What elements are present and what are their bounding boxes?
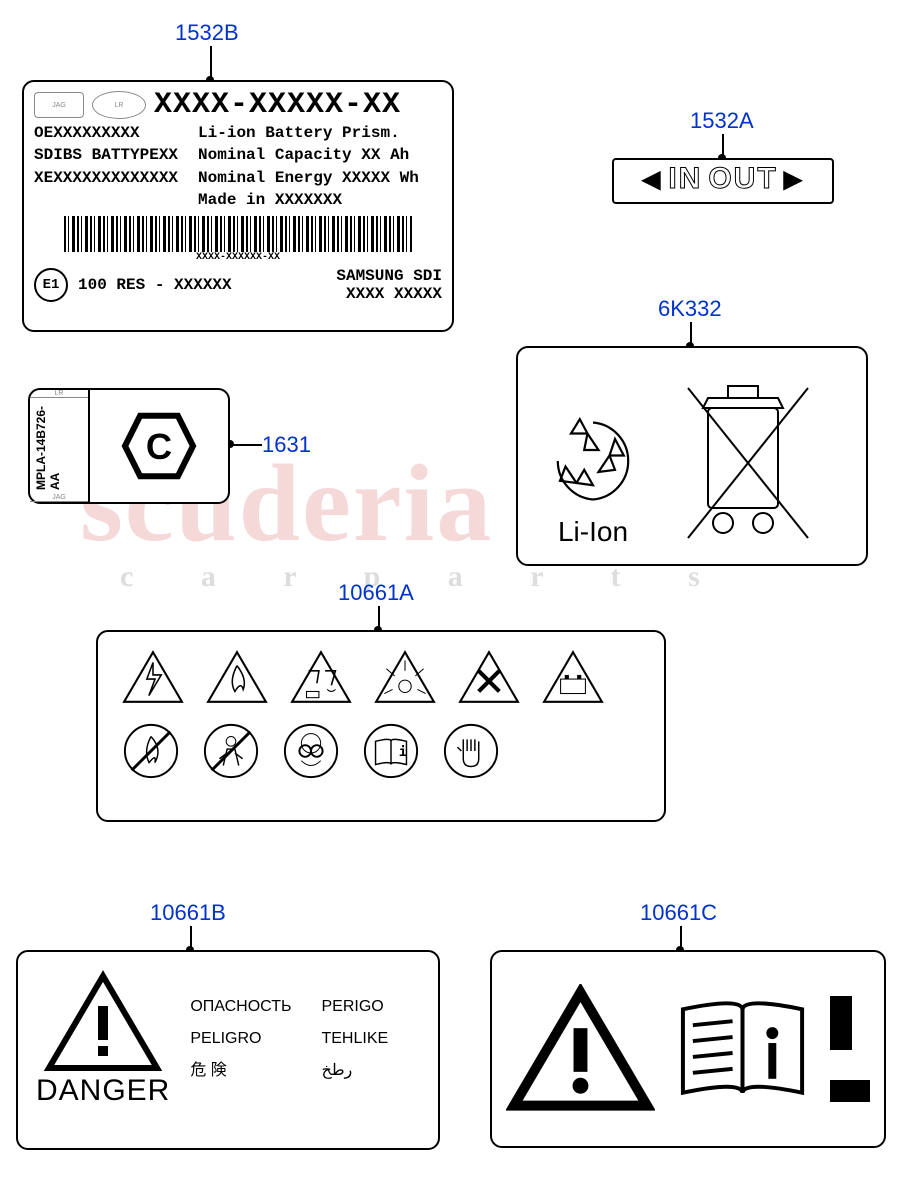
callout-1631: 1631 [262, 432, 311, 458]
callout-10661b: 10661B [150, 900, 226, 926]
jaguar-logo-icon: JAG [34, 92, 84, 118]
hexagon-c-icon: C [120, 412, 198, 480]
gloves-icon [442, 722, 500, 780]
batt-right-line: Li-ion Battery Prism. [198, 122, 419, 144]
batt-right-line: Nominal Capacity XX Ah [198, 144, 419, 166]
svg-text:C: C [146, 426, 172, 467]
batt-left-line: OEXXXXXXXXX [34, 122, 178, 144]
batt-right-line: Nominal Energy XXXXX Wh [198, 167, 419, 189]
svg-text:i: i [399, 744, 407, 760]
c-label-partnum: MPLA-14B726-AA [30, 398, 88, 494]
danger-lang: 危 険 [190, 1055, 291, 1087]
part-number-top: XXXX-XXXXX-XX [154, 88, 401, 122]
callout-1532a: 1532A [690, 108, 754, 134]
recycle-label: Li-Ion [516, 346, 868, 566]
in-out-label: ◀ IN OUT ▶ [612, 158, 834, 204]
hazard-label: i [96, 630, 666, 822]
barcode-text: XXXX-XXXXXX-XX [24, 252, 452, 263]
batt-bottom-right1: SAMSUNG SDI [336, 267, 442, 285]
arrow-right-icon: ▶ [784, 165, 804, 194]
recycle-icon [538, 406, 648, 516]
out-text: OUT [708, 162, 777, 196]
batt-bottom-right2: XXXX XXXXX [336, 285, 442, 303]
danger-title: DANGER [36, 1074, 170, 1108]
danger-label: DANGER ОПАСНОСТЬ PERIGO PELIGRO TEHLIKE … [16, 950, 440, 1150]
warning-triangle-icon [506, 984, 655, 1114]
shock-icon [122, 650, 184, 704]
black-bar-icon [830, 1080, 870, 1102]
liion-text: Li-Ion [558, 516, 628, 548]
fire-icon [206, 650, 268, 704]
e-mark-icon: E1 [34, 268, 68, 302]
danger-lang: ОПАСНОСТЬ [190, 991, 291, 1023]
c-label: LR MPLA-14B726-AA JAG C [28, 388, 230, 504]
barcode-icon [64, 216, 412, 252]
batt-left-line: SDIBS BATTYPEXX [34, 144, 178, 166]
corrosive-icon [290, 650, 352, 704]
manual-icon: i [362, 722, 420, 780]
callout-line [210, 46, 212, 80]
batt-left-line: XEXXXXXXXXXXXXX [34, 167, 178, 189]
callout-10661c: 10661C [640, 900, 717, 926]
jaguar-logo-icon: JAG [30, 494, 88, 502]
landrover-logo-icon: LR [30, 390, 88, 398]
no-people-icon [202, 722, 260, 780]
read-manual-icon [673, 989, 812, 1109]
harmful-icon [458, 650, 520, 704]
callout-line [232, 444, 262, 446]
explosion-icon [374, 650, 436, 704]
danger-lang: رطخ [321, 1055, 388, 1087]
manual-label [490, 950, 886, 1148]
battery-icon [542, 650, 604, 704]
batt-right-line: Made in XXXXXXX [198, 189, 419, 211]
danger-lang: PELIGRO [190, 1023, 291, 1055]
danger-lang: PERIGO [321, 991, 388, 1023]
no-fire-icon [122, 722, 180, 780]
landrover-logo-icon: LR [92, 91, 146, 119]
callout-10661a: 10661A [338, 580, 414, 606]
callout-6k332: 6K332 [658, 296, 722, 322]
danger-lang: TEHLIKE [321, 1023, 388, 1055]
in-text: IN [668, 162, 702, 196]
warning-triangle-icon [43, 970, 163, 1074]
goggles-icon [282, 722, 340, 780]
battery-label: JAG LR XXXX-XXXXX-XX OEXXXXXXXXX SDIBS B… [22, 80, 454, 332]
callout-1532b: 1532B [175, 20, 239, 46]
no-trash-icon [678, 378, 818, 548]
arrow-left-icon: ◀ [642, 165, 662, 194]
black-bar-icon [830, 996, 852, 1050]
batt-bottom-left: 100 RES - XXXXXX [78, 276, 232, 294]
